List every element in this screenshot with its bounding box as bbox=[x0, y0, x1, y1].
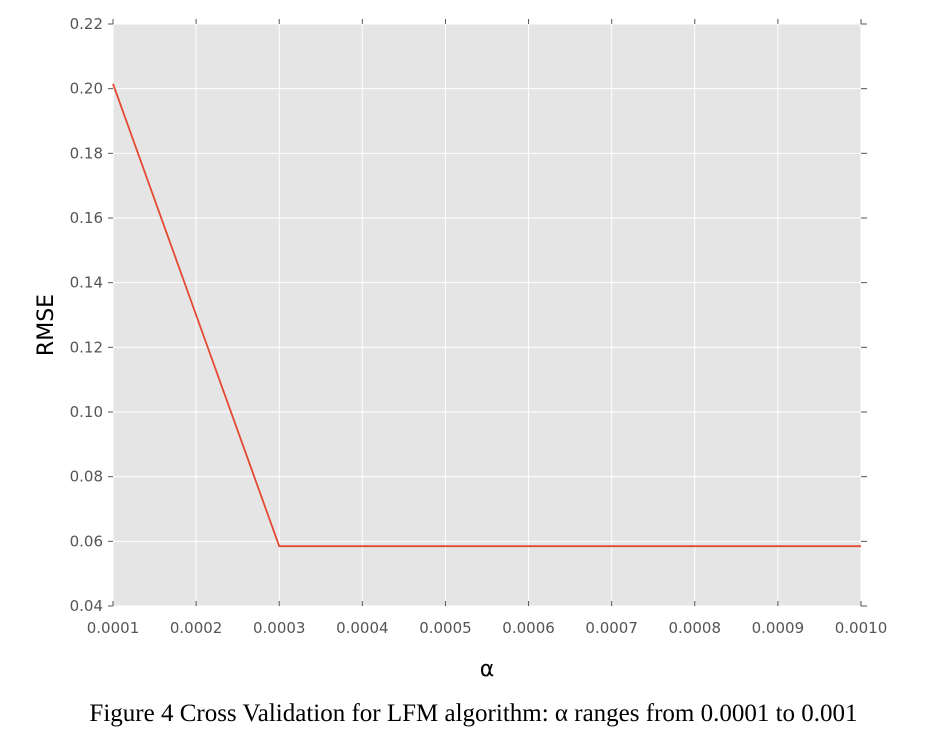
y-tick-label: 0.10 bbox=[70, 403, 103, 421]
x-tick-label: 0.0010 bbox=[835, 619, 888, 637]
y-tick-label: 0.14 bbox=[70, 274, 103, 292]
x-tick-label: 0.0004 bbox=[336, 619, 389, 637]
x-tick-label: 0.0006 bbox=[502, 619, 555, 637]
y-tick-label: 0.20 bbox=[70, 80, 103, 98]
series-group bbox=[112, 83, 861, 548]
line-chart: 0.0001 0.0002 0.0003 0.0004 0.0005 0.0006 0.00… bbox=[34, 15, 888, 682]
plot-area bbox=[113, 24, 861, 606]
series-line-rmse bbox=[112, 83, 861, 548]
grid-lines bbox=[112, 23, 862, 607]
x-tick-label: 0.0005 bbox=[419, 619, 472, 637]
y-tick-label: 0.18 bbox=[70, 144, 103, 162]
y-tick-label: 0.06 bbox=[70, 532, 103, 550]
y-tick-label: 0.12 bbox=[70, 338, 103, 356]
x-tick-labels: 0.0001 0.0002 0.0003 0.0004 0.0005 0.0006 0.00… bbox=[87, 619, 888, 637]
x-tick-label: 0.0009 bbox=[752, 619, 805, 637]
y-tick-label: 0.08 bbox=[70, 468, 103, 486]
figure-caption: Figure 4 Cross Validation for LFM algori… bbox=[89, 700, 858, 727]
x-tick-label: 0.0008 bbox=[669, 619, 722, 637]
y-tick-labels: 0.04 0.06 0.08 0.10 0.12 0.14 0.16 0.18 0.20 0.22 bbox=[70, 15, 103, 615]
x-tick-label: 0.0002 bbox=[170, 619, 223, 637]
x-tick-label: 0.0003 bbox=[253, 619, 306, 637]
y-tick-label: 0.16 bbox=[70, 209, 103, 227]
tick-marks bbox=[108, 19, 867, 607]
x-axis-label: α bbox=[480, 657, 495, 682]
y-axis-label: RMSE bbox=[34, 294, 59, 356]
y-tick-label: 0.04 bbox=[70, 597, 103, 615]
x-tick-label: 0.0007 bbox=[585, 619, 638, 637]
x-tick-label: 0.0001 bbox=[87, 619, 140, 637]
y-tick-label: 0.22 bbox=[70, 15, 103, 33]
